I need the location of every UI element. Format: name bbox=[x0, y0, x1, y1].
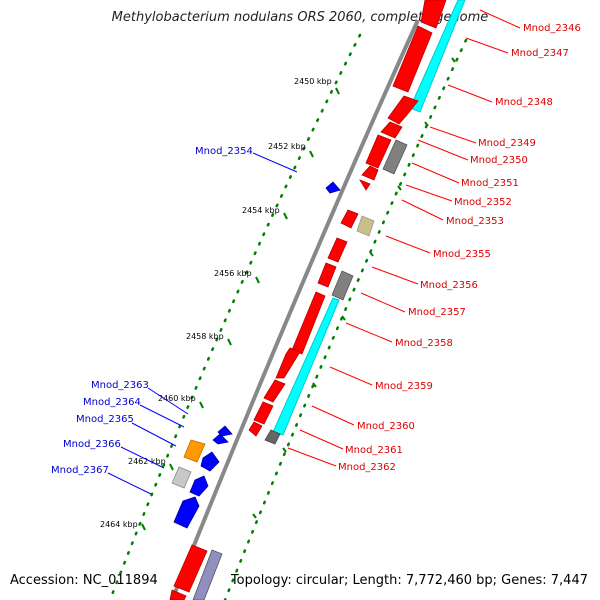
gene-Mnod_2364 bbox=[212, 433, 229, 445]
forward-genes bbox=[169, 0, 447, 600]
orange-feature bbox=[183, 439, 206, 463]
tick bbox=[309, 150, 314, 158]
gene-label[interactable]: Mnod_2356 bbox=[420, 280, 478, 291]
gene-label[interactable]: Mnod_2362 bbox=[338, 462, 396, 473]
scale-label: 2460 kbp bbox=[158, 394, 196, 403]
gene-bottom-2 bbox=[169, 589, 187, 600]
left-labels: Mnod_2354 Mnod_2363 Mnod_2364 Mnod_2365 … bbox=[51, 146, 298, 495]
tick bbox=[255, 276, 260, 284]
scale-label: 2462 kbp bbox=[128, 457, 166, 466]
gene-label[interactable]: Mnod_2358 bbox=[395, 338, 453, 349]
cyan-feature bbox=[409, 0, 466, 113]
tick bbox=[199, 401, 204, 409]
gene-Mnod_2348 bbox=[387, 95, 419, 125]
gene-Mnod_2360 bbox=[263, 379, 286, 403]
gene-Mnod_2358 bbox=[291, 291, 326, 355]
gene-Mnod_2354 bbox=[325, 181, 341, 194]
gene-Mnod_2346 bbox=[420, 0, 447, 29]
scale-track bbox=[108, 33, 362, 600]
grey-feature bbox=[382, 139, 408, 175]
tick bbox=[141, 523, 146, 531]
gene-Mnod_2349 bbox=[380, 121, 403, 139]
lightgrey-feature bbox=[171, 466, 192, 489]
gene-Mnod_2365-arrow bbox=[200, 451, 220, 472]
gene-label[interactable]: Mnod_2365 bbox=[76, 414, 134, 425]
scale-label: 2458 kbp bbox=[186, 332, 224, 341]
tan-feature bbox=[356, 215, 375, 237]
gene-Mnod_2366 bbox=[189, 475, 209, 497]
gene-bottom-1 bbox=[173, 544, 208, 593]
gene-Mnod_2361 bbox=[253, 401, 274, 425]
gene-label[interactable]: Mnod_2364 bbox=[83, 397, 141, 408]
gene-Mnod_2347 bbox=[392, 25, 433, 93]
gene-label[interactable]: Mnod_2367 bbox=[51, 465, 109, 476]
gene-label[interactable]: Mnod_2361 bbox=[345, 445, 403, 456]
grey-purple-feature bbox=[192, 549, 223, 600]
gene-Mnod_2367 bbox=[173, 496, 200, 529]
inner-ticks bbox=[252, 57, 456, 519]
scale-label: 2452 kbp bbox=[268, 142, 306, 151]
gene-Mnod_2351 bbox=[361, 165, 379, 181]
gene-label[interactable]: Mnod_2350 bbox=[470, 155, 528, 166]
gene-label[interactable]: Mnod_2353 bbox=[446, 216, 504, 227]
gene-label[interactable]: Mnod_2346 bbox=[523, 23, 581, 34]
gene-Mnod_2357 bbox=[317, 262, 337, 288]
gene-label[interactable]: Mnod_2360 bbox=[357, 421, 415, 432]
grey-feature bbox=[264, 429, 281, 445]
scale-label: 2454 kbp bbox=[242, 206, 280, 215]
gene-Mnod_2359 bbox=[275, 347, 301, 379]
cyan-feature bbox=[272, 297, 340, 436]
gene-label[interactable]: Mnod_2357 bbox=[408, 307, 466, 318]
reverse-genes bbox=[173, 181, 341, 529]
map-title: Methylobacterium nodulans ORS 2060, comp… bbox=[111, 10, 489, 25]
scale: 2450 kbp 2452 kbp 2454 kbp 2456 kbp 2458… bbox=[100, 77, 340, 531]
gene-label[interactable]: Mnod_2348 bbox=[495, 97, 553, 108]
gene-Mnod_2352 bbox=[359, 179, 371, 191]
gene-label[interactable]: Mnod_2349 bbox=[478, 138, 536, 149]
gene-Mnod_2362 bbox=[248, 421, 263, 437]
backbone bbox=[170, 19, 420, 600]
gene-Mnod_2355 bbox=[340, 209, 359, 229]
gene-label[interactable]: Mnod_2351 bbox=[461, 178, 519, 189]
accession-text: Accession: NC_011894 bbox=[10, 573, 158, 588]
topology-text: Topology: circular; Length: 7,772,460 bp… bbox=[230, 573, 588, 588]
inner-dotted-track bbox=[223, 38, 468, 600]
gene-label[interactable]: Mnod_2359 bbox=[375, 381, 433, 392]
gene-label[interactable]: Mnod_2366 bbox=[63, 439, 121, 450]
gene-Mnod_2356 bbox=[327, 237, 348, 263]
tick bbox=[169, 463, 174, 471]
gene-label[interactable]: Mnod_2354 bbox=[195, 146, 253, 157]
gene-label[interactable]: Mnod_2355 bbox=[433, 249, 491, 260]
grey-feature bbox=[331, 270, 354, 301]
tick bbox=[227, 338, 232, 346]
scale-label: 2450 kbp bbox=[294, 77, 332, 86]
right-labels: Mnod_2346 Mnod_2347 Mnod_2348 Mnod_2349 … bbox=[287, 9, 581, 473]
gene-label[interactable]: Mnod_2363 bbox=[91, 380, 149, 391]
tick bbox=[283, 212, 288, 220]
tick bbox=[335, 87, 340, 95]
scale-label: 2456 kbp bbox=[214, 269, 252, 278]
gene-label[interactable]: Mnod_2347 bbox=[511, 48, 569, 59]
gene-label[interactable]: Mnod_2352 bbox=[454, 197, 512, 208]
gene-Mnod_2350 bbox=[365, 134, 392, 169]
scale-label: 2464 kbp bbox=[100, 520, 138, 529]
